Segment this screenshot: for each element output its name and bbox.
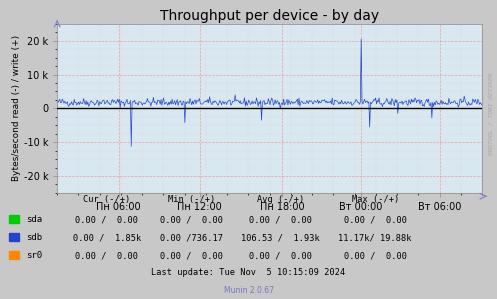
Text: Cur (-/+): Cur (-/+) [83,195,131,204]
Text: Avg (-/+): Avg (-/+) [257,195,305,204]
Text: 0.00 /  0.00: 0.00 / 0.00 [76,215,138,224]
Text: 0.00 /736.17: 0.00 /736.17 [160,233,223,242]
Text: 0.00 /  0.00: 0.00 / 0.00 [344,215,407,224]
Text: 0.00 /  0.00: 0.00 / 0.00 [160,251,223,260]
Text: 0.00 /  0.00: 0.00 / 0.00 [76,251,138,260]
Text: sda: sda [26,215,42,224]
Title: Throughput per device - by day: Throughput per device - by day [160,9,379,23]
Text: RRDTOOL / TOBI OETIKER: RRDTOOL / TOBI OETIKER [488,72,493,155]
Text: 0.00 /  0.00: 0.00 / 0.00 [249,215,312,224]
Text: Munin 2.0.67: Munin 2.0.67 [224,286,273,295]
Text: 0.00 /  0.00: 0.00 / 0.00 [160,215,223,224]
Text: 0.00 /  1.85k: 0.00 / 1.85k [73,233,141,242]
Text: Max (-/+): Max (-/+) [351,195,399,204]
Text: 0.00 /  0.00: 0.00 / 0.00 [249,251,312,260]
Y-axis label: Bytes/second read (-) / write (+): Bytes/second read (-) / write (+) [12,35,21,181]
Text: 11.17k/ 19.88k: 11.17k/ 19.88k [338,233,412,242]
Text: sdb: sdb [26,233,42,242]
Text: 0.00 /  0.00: 0.00 / 0.00 [344,251,407,260]
Text: sr0: sr0 [26,251,42,260]
Text: 106.53 /  1.93k: 106.53 / 1.93k [242,233,320,242]
Text: Min (-/+): Min (-/+) [167,195,215,204]
Text: Last update: Tue Nov  5 10:15:09 2024: Last update: Tue Nov 5 10:15:09 2024 [152,268,345,277]
